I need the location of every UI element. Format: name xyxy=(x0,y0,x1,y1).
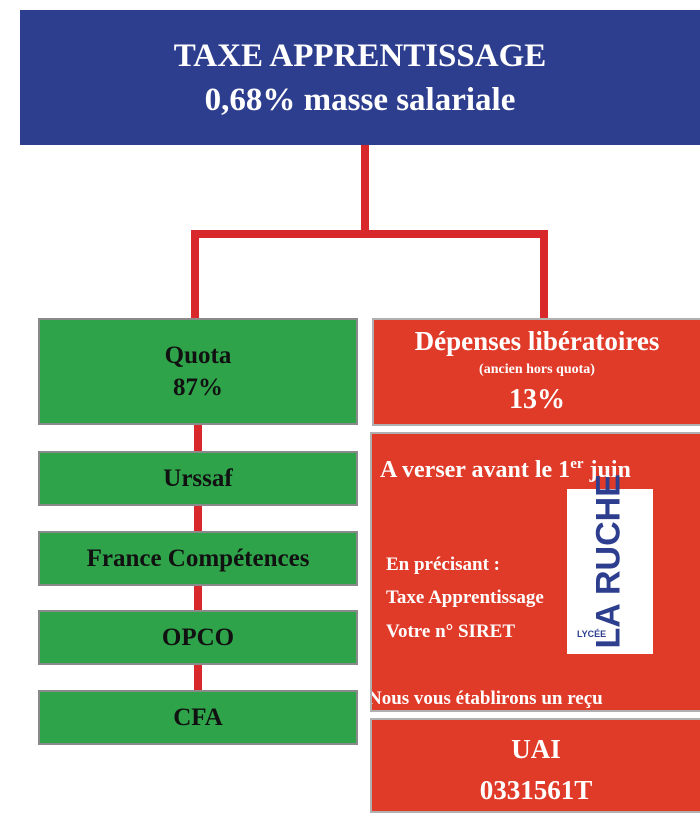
urssaf-box: Urssaf xyxy=(38,451,358,506)
box-label: CFA xyxy=(173,702,223,734)
cfa-box: CFA xyxy=(38,690,358,745)
box-footer: Nous vous établirons un reçu xyxy=(370,688,603,710)
box-label: Urssaf xyxy=(163,463,232,495)
connector xyxy=(191,230,548,238)
france-competences-box: France Compétences xyxy=(38,531,358,586)
note-line: Votre n° SIRET xyxy=(386,621,515,643)
header-title: TAXE APPRENTISSAGE xyxy=(20,38,700,75)
box-value: 13% xyxy=(374,384,700,416)
box-label: UAI xyxy=(372,734,700,765)
connector xyxy=(361,145,369,237)
header-subtitle: 0,68% masse salariale xyxy=(20,82,700,119)
box-label: France Compétences xyxy=(87,543,310,575)
logo-subtitle: LYCÉE xyxy=(577,629,606,639)
depenses-box: Dépenses libératoires (ancien hors quota… xyxy=(372,318,700,426)
box-value: 87% xyxy=(173,372,223,404)
connector xyxy=(540,230,548,320)
connector xyxy=(191,230,199,320)
box-value: 0331561T xyxy=(372,775,700,806)
box-label: Quota xyxy=(165,340,232,372)
opco-box: OPCO xyxy=(38,610,358,665)
heading-text: A verser avant le 1 xyxy=(380,457,570,483)
logo-name: LA RUCHE xyxy=(590,489,629,649)
uai-box: UAI 0331561T xyxy=(370,718,700,813)
quota-box: Quota 87% xyxy=(38,318,358,425)
heading-sup: er xyxy=(570,456,583,472)
instructions-box: A verser avant le 1er juin En précisant … xyxy=(370,432,700,712)
note-label: En précisant : xyxy=(386,554,500,576)
note-line: Taxe Apprentissage xyxy=(386,587,544,609)
box-sublabel: (ancien hors quota) xyxy=(374,362,700,378)
box-label: OPCO xyxy=(162,622,234,654)
header-box: TAXE APPRENTISSAGE 0,68% masse salariale xyxy=(20,10,700,145)
logo: LA RUCHE LYCÉE xyxy=(567,489,653,654)
page: TAXE APPRENTISSAGE 0,68% masse salariale… xyxy=(0,0,700,823)
box-label: Dépenses libératoires xyxy=(374,326,700,357)
